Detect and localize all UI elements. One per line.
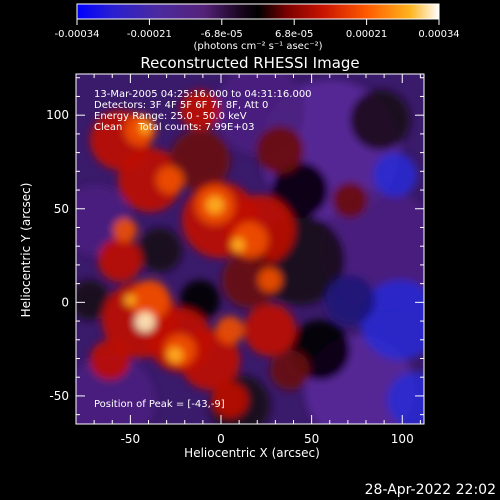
emission-region	[373, 153, 417, 197]
colorbar-tick-label: 0.00021	[346, 29, 387, 40]
colorbar-tick-label: -0.00021	[127, 29, 172, 40]
colorbar-unit-label: (photons cm⁻² s⁻¹ asec⁻²)	[193, 41, 322, 52]
plot-frame	[75, 73, 425, 425]
emission-region	[387, 372, 424, 424]
y-tick-label: 50	[54, 202, 69, 216]
emission-region	[216, 316, 244, 344]
emission-region	[270, 350, 310, 390]
emission-region	[212, 382, 248, 418]
y-tick-label: 100	[46, 108, 69, 122]
emission-region	[167, 347, 183, 363]
colorbar-tick-label: -6.8e-05	[201, 29, 243, 40]
colorbar: -0.00034 -0.00021 -6.8e-05 6.8e-05 0.00021 0.…	[55, 3, 460, 52]
emission-region	[130, 280, 170, 320]
emission-region	[156, 166, 184, 194]
x-axis: -50 0 50 100	[75, 74, 421, 446]
info-line-counts: Clean Total counts: 7.99E+03	[94, 122, 254, 133]
emission-region	[325, 275, 375, 325]
emission-region	[244, 304, 296, 356]
x-tick-label: 100	[391, 432, 414, 446]
emission-region	[113, 218, 137, 242]
emission-region	[360, 280, 424, 360]
emission-region	[206, 196, 224, 214]
peak-position-label: Position of Peak = [-43,-9]	[94, 399, 225, 410]
x-axis-label: Heliocentric X (arcsec)	[184, 446, 320, 460]
info-line-detectors: Detectors: 3F 4F 5F 6F 7F 8F, Att 0	[94, 100, 268, 111]
x-tick-label: 50	[304, 432, 319, 446]
observation-info: 13-Mar-2005 04:25:16.000 to 04:31:16.000…	[94, 89, 312, 133]
emission-region	[272, 162, 328, 218]
image-title: Reconstructed RHESSI Image	[140, 54, 359, 72]
info-line-energy: Energy Range: 25.0 - 50.0 keV	[94, 111, 247, 122]
emission-region	[138, 228, 182, 272]
y-tick-label: 0	[61, 295, 69, 309]
colorbar-tick-label: 0.00034	[418, 29, 459, 40]
emission-region	[256, 126, 304, 174]
emission-region	[258, 268, 282, 292]
emission-region	[170, 130, 230, 190]
y-axis-label: Heliocentric Y (arcsec)	[19, 183, 33, 318]
colorbar-tick-labels: -0.00034 -0.00021 -6.8e-05 6.8e-05 0.00021 0.…	[55, 29, 460, 40]
emission-region	[332, 182, 368, 218]
y-axis: 100 50 0 -50	[46, 77, 424, 416]
emission-region	[231, 238, 245, 252]
emission-region	[118, 148, 182, 212]
x-tick-label: 0	[217, 432, 225, 446]
emission-region	[180, 90, 220, 130]
info-line-time: 13-Mar-2005 04:25:16.000 to 04:31:16.000	[94, 89, 312, 100]
emission-region	[90, 340, 130, 380]
colorbar-ticks	[76, 19, 440, 25]
emission-region	[76, 280, 110, 320]
x-tick-label: -50	[121, 432, 141, 446]
solar-image	[76, 74, 424, 424]
emission-region	[135, 312, 155, 332]
emission-region	[98, 238, 142, 282]
colorbar-gradient	[76, 3, 440, 20]
y-tick-label: -50	[49, 389, 69, 403]
emission-region	[350, 90, 410, 150]
emission-region	[139, 122, 151, 134]
emission-region	[222, 252, 278, 308]
emission-region	[124, 294, 136, 306]
colorbar-tick-label: 6.8e-05	[275, 29, 313, 40]
plot-timestamp: 28-Apr-2022 22:02	[365, 482, 496, 498]
colorbar-tick-label: -0.00034	[55, 29, 100, 40]
